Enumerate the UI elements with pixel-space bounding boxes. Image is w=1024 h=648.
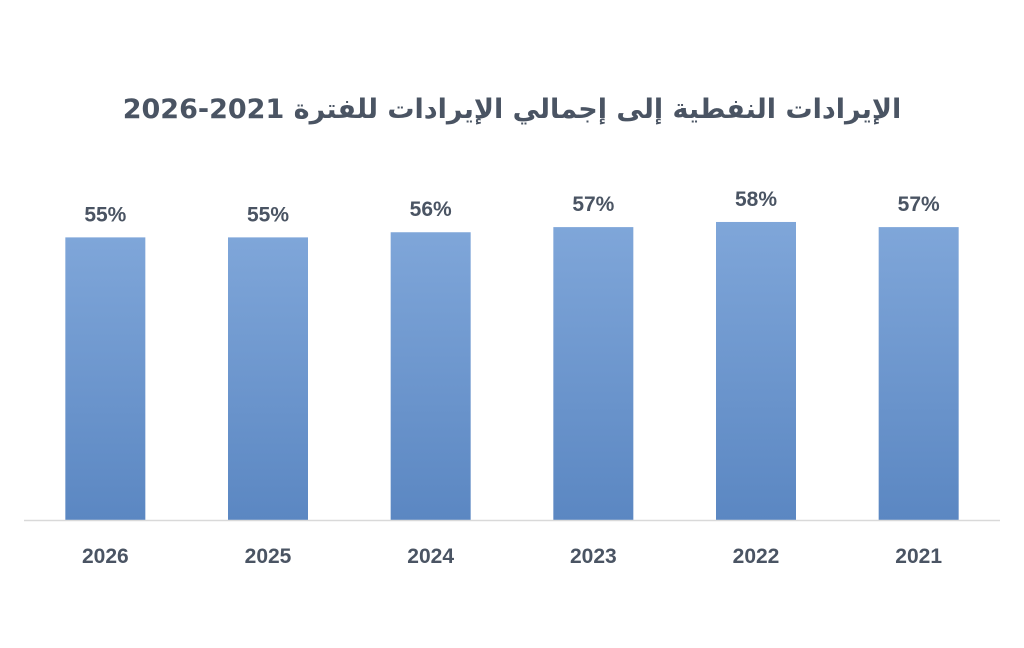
data-label-2026: 55% [84,203,126,226]
chart-title: الإيرادات النفطية إلى إجمالي الإيرادات ل… [123,94,902,125]
bar-2021 [878,227,959,520]
x-tick-label-2026: 2026 [82,545,129,568]
x-tick-label-2022: 2022 [733,545,780,568]
data-label-2022: 58% [735,188,777,211]
data-label-2024: 56% [410,198,452,221]
x-tick-label-2025: 2025 [245,545,292,568]
x-tick-labels-layer: 2026 2025 2024 2023 2022 2021 [82,545,942,568]
x-tick-label-2024: 2024 [407,545,454,568]
bar-2022 [716,221,796,520]
x-tick-label-2021: 2021 [895,545,942,568]
x-tick-label-2023: 2023 [570,545,617,568]
bar-2025 [228,237,308,520]
data-label-2025: 55% [247,203,289,226]
bars-layer [65,221,959,520]
bar-2024 [390,232,471,520]
value-labels-layer: 55% 55% 56% 57% 58% 57% [84,188,940,226]
data-label-2023: 57% [572,193,614,216]
bar-2023 [553,227,634,520]
data-label-2021: 57% [898,193,940,216]
bar-2026 [65,237,146,520]
